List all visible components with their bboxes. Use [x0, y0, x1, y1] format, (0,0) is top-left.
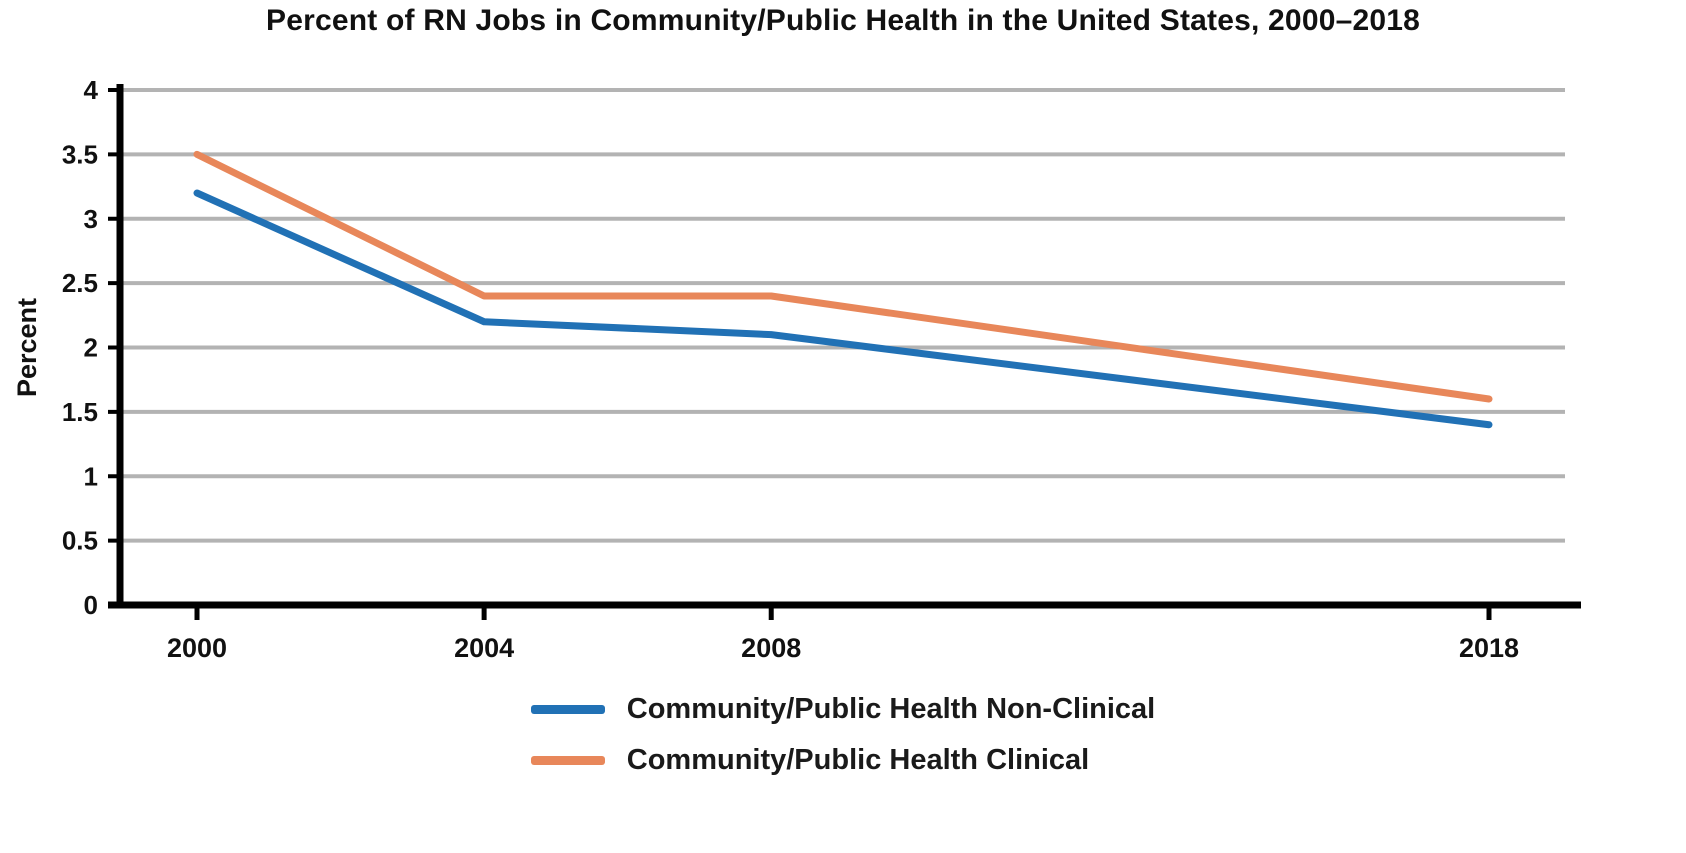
legend-label: Community/Public Health Clinical [626, 744, 1090, 776]
legend-swatch [530, 756, 605, 765]
chart-legend-items: Community/Public Health Non-Clinical Comm… [530, 693, 1156, 777]
legend-label: Community/Public Health Non-Clinical [626, 693, 1156, 725]
x-tick-label: 2018 [1459, 633, 1519, 663]
legend-item: Community/Public Health Clinical [530, 744, 1090, 777]
x-tick-label: 2008 [741, 633, 801, 663]
y-axis-title: Percent [12, 298, 42, 397]
y-tick-label: 4 [84, 75, 99, 105]
y-tick-label: 1 [84, 461, 98, 491]
y-tick-label: 1.5 [62, 397, 98, 427]
y-tick-label: 2 [84, 333, 98, 363]
series-line-community-public-health-clinical [193, 150, 1493, 403]
y-tick-label: 3.5 [62, 139, 98, 169]
series-line-community-public-health-non-clinical [193, 189, 1493, 429]
y-tick-label: 0.5 [62, 526, 98, 556]
legend-item: Community/Public Health Non-Clinical [530, 693, 1156, 726]
y-tick-label: 3 [84, 204, 98, 234]
y-tick-label: 2.5 [62, 268, 98, 298]
chart-title: Percent of RN Jobs in Community/Public H… [265, 4, 1421, 37]
y-tick-label: 0 [84, 590, 98, 620]
x-tick-label: 2004 [454, 633, 514, 663]
chart-legend: Community/Public Health Non-Clinical Comm… [0, 693, 1686, 777]
legend-swatch [530, 705, 605, 714]
x-tick-label: 2000 [167, 633, 227, 663]
